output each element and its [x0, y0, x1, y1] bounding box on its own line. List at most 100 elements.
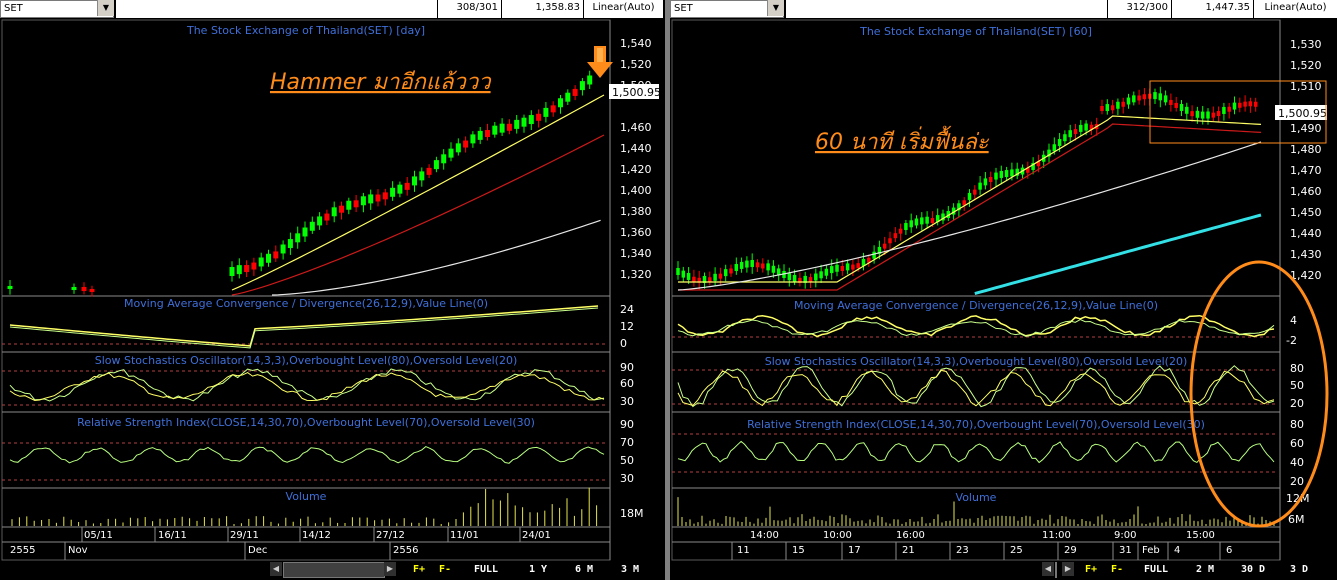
- stoch-label: Slow Stochastics Oscillator(14,3,3),Over…: [95, 354, 518, 367]
- zoom-out-button[interactable]: F-: [438, 564, 452, 575]
- candle-body: [723, 269, 728, 277]
- range-full-button[interactable]: FULL: [473, 564, 499, 575]
- candle-body: [477, 130, 483, 140]
- candle-body: [999, 170, 1004, 178]
- right-price-axis: 1,530 1,520 1,510 1,490 1,480 1,470 1,46…: [1286, 38, 1322, 526]
- candle-body: [346, 200, 352, 210]
- ma-line: [271, 219, 601, 296]
- candle-body: [1174, 102, 1178, 108]
- candle-body: [375, 194, 381, 202]
- rsi-line: [9, 446, 605, 464]
- scroll-right-icon[interactable]: ▶: [1062, 562, 1074, 576]
- price-tick: 1,380: [620, 205, 652, 218]
- chevron-down-icon[interactable]: ▼: [767, 0, 784, 16]
- candle-body: [236, 265, 242, 275]
- candle-body: [1137, 95, 1141, 101]
- candle-body: [1031, 162, 1035, 170]
- down-arrow-icon: [587, 46, 613, 78]
- candle-body: [441, 154, 447, 164]
- pane-divider[interactable]: [665, 0, 670, 580]
- candle-body: [1068, 130, 1072, 138]
- range-2m-button[interactable]: 2 M: [1195, 564, 1215, 575]
- candle-body: [882, 243, 887, 249]
- candle-body: [909, 220, 913, 228]
- candle-body: [840, 266, 845, 272]
- price-tick: 1,440: [1290, 227, 1322, 240]
- candle-body: [1158, 93, 1163, 101]
- date-tick: 24/01: [522, 530, 551, 541]
- price-tick: 1,480: [1290, 143, 1322, 156]
- candle-body: [1116, 101, 1120, 109]
- candle-body: [317, 216, 323, 226]
- macd-line: [9, 305, 599, 347]
- day-tick: 25: [1010, 545, 1023, 556]
- day-tick: 15: [792, 545, 805, 556]
- candle-body: [1232, 102, 1237, 110]
- scroll-left-icon[interactable]: ◀: [270, 562, 282, 576]
- candle-body: [360, 196, 366, 206]
- range-full-button[interactable]: FULL: [1143, 564, 1169, 575]
- candle-body: [455, 143, 461, 153]
- candle-body: [824, 268, 829, 276]
- candle-body: [565, 92, 571, 102]
- candle-body: [983, 178, 988, 186]
- month-tick: Nov: [68, 545, 88, 556]
- candle-body: [745, 260, 749, 268]
- zoom-in-button[interactable]: F+: [412, 564, 426, 575]
- horizontal-scrollbar[interactable]: [283, 562, 385, 578]
- candle-body: [686, 272, 691, 280]
- range-30d-button[interactable]: 30 D: [1240, 564, 1266, 575]
- zoom-out-button[interactable]: F-: [1110, 564, 1124, 575]
- candle-body: [776, 268, 781, 276]
- scale-mode-button[interactable]: Linear(Auto): [1253, 0, 1337, 18]
- candle-body: [1110, 105, 1115, 111]
- scroll-left-icon[interactable]: ◀: [1042, 562, 1054, 576]
- last-price-label: 1,500.95: [612, 86, 661, 99]
- candle-body: [1015, 168, 1019, 176]
- range-3d-button[interactable]: 3 D: [1289, 564, 1309, 575]
- candle-body: [718, 273, 723, 279]
- price-tick: 1,470: [1290, 164, 1322, 177]
- price-readout: 1,447.35: [1171, 0, 1253, 18]
- scale-mode-button[interactable]: Linear(Auto): [583, 0, 663, 18]
- candle-body: [506, 123, 512, 131]
- stoch-label: Slow Stochastics Oscillator(14,3,3),Over…: [765, 355, 1188, 368]
- range-3m-button[interactable]: 3 M: [620, 564, 640, 575]
- candle-body: [708, 277, 712, 283]
- divergence-ellipse: [1189, 260, 1329, 528]
- candle-body: [967, 192, 972, 200]
- price-tick: 1,520: [620, 58, 652, 71]
- candle-body: [729, 268, 733, 274]
- candle-body: [702, 275, 707, 283]
- macd-line: [677, 314, 1275, 338]
- candle-body: [962, 200, 966, 206]
- zoom-in-button[interactable]: F+: [1084, 564, 1098, 575]
- price-tick: 1,420: [620, 163, 652, 176]
- horizontal-scrollbar[interactable]: [1055, 562, 1057, 578]
- date-tick: 29/11: [230, 530, 259, 541]
- left-candles: [7, 70, 593, 297]
- candle-body: [499, 123, 505, 133]
- time-tick: 10:00: [823, 530, 852, 541]
- candle-body: [856, 263, 860, 269]
- last-price-label: 1,500.95: [1278, 107, 1327, 120]
- candle-body: [681, 270, 686, 278]
- candle-body: [819, 271, 823, 279]
- candle-body: [814, 273, 818, 281]
- stoch-tick: 90: [620, 361, 634, 374]
- macd-label: Moving Average Convergence / Divergence(…: [794, 299, 1158, 312]
- candle-body: [877, 246, 882, 254]
- candle-body: [978, 182, 982, 190]
- candle-body: [485, 130, 490, 138]
- scroll-right-icon[interactable]: ▶: [384, 562, 396, 576]
- candle-body: [872, 251, 876, 259]
- range-6m-button[interactable]: 6 M: [574, 564, 594, 575]
- rsi-line: [677, 440, 1275, 464]
- candle-body: [470, 134, 476, 144]
- range-1y-button[interactable]: 1 Y: [528, 564, 548, 575]
- candle-body: [904, 223, 908, 231]
- candle-body: [89, 289, 95, 292]
- candle-body: [1222, 106, 1226, 114]
- stoch-signal-line: [9, 372, 605, 402]
- chevron-down-icon[interactable]: ▼: [97, 0, 114, 16]
